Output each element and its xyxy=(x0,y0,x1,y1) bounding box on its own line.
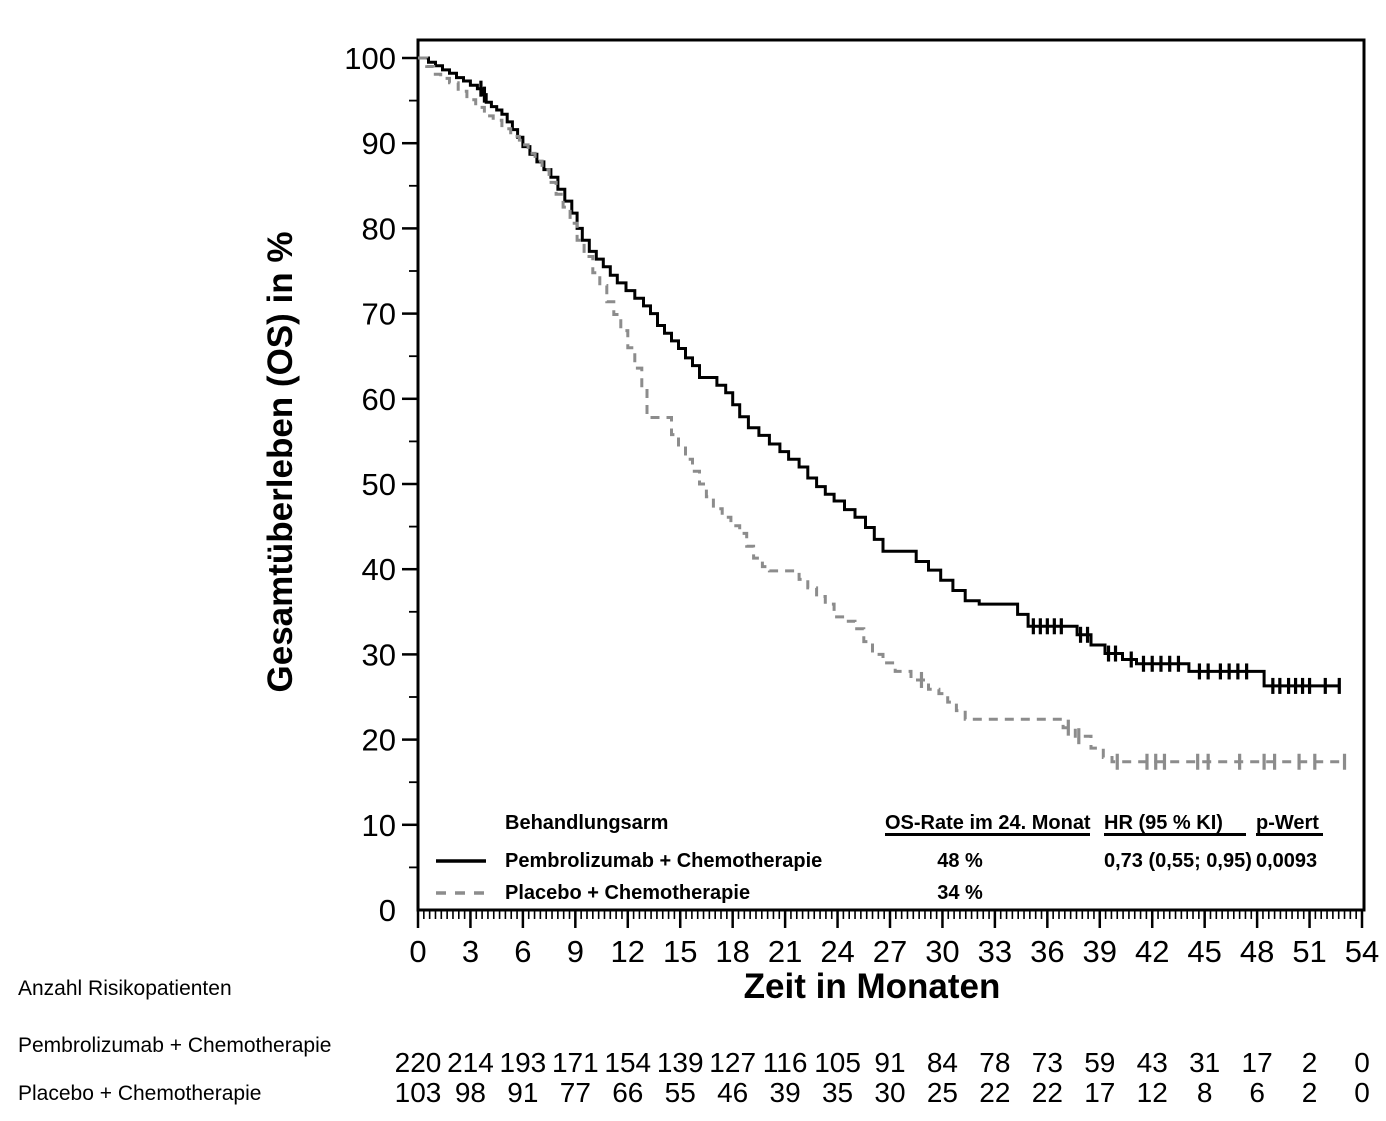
risk-count-pembrolizumab: 193 xyxy=(500,1047,547,1078)
y-tick-label: 60 xyxy=(362,382,396,417)
risk-count-pembrolizumab: 116 xyxy=(763,1047,808,1078)
y-tick-label: 80 xyxy=(362,211,396,246)
x-tick-label: 12 xyxy=(611,934,645,969)
risk-count-placebo: 91 xyxy=(507,1077,538,1108)
risk-count-pembrolizumab: 31 xyxy=(1189,1047,1220,1078)
risk-row-pembrolizumab-label: Pembrolizumab + Chemotherapie xyxy=(18,1034,332,1057)
x-tick-label: 0 xyxy=(409,934,426,969)
x-tick-label: 42 xyxy=(1135,934,1169,969)
risk-count-placebo: 17 xyxy=(1084,1077,1115,1108)
risk-row-placebo-label: Placebo + Chemotherapie xyxy=(18,1082,262,1105)
y-tick-label: 20 xyxy=(362,723,396,758)
risk-count-placebo: 98 xyxy=(455,1077,486,1108)
x-tick-label: 30 xyxy=(925,934,959,969)
risk-count-pembrolizumab: 139 xyxy=(657,1047,704,1078)
risk-count-placebo: 22 xyxy=(1032,1077,1063,1108)
risk-table-title: Anzahl Risikopatienten xyxy=(18,977,232,1000)
risk-count-pembrolizumab: 91 xyxy=(874,1047,905,1078)
km-curve-placebo xyxy=(418,56,1345,764)
y-tick-label: 100 xyxy=(344,41,396,76)
x-tick-label: 54 xyxy=(1345,934,1379,969)
legend-row-pembrolizumab-hr: 0,73 (0,55; 0,95) xyxy=(1104,850,1252,872)
legend-header-os-rate: OS-Rate im 24. Monat xyxy=(885,812,1091,836)
x-tick-label: 27 xyxy=(873,934,907,969)
risk-count-pembrolizumab: 127 xyxy=(709,1047,756,1078)
risk-count-pembrolizumab: 0 xyxy=(1354,1047,1370,1078)
x-tick-label: 51 xyxy=(1292,934,1326,969)
x-tick-label: 48 xyxy=(1240,934,1274,969)
y-tick-label: 0 xyxy=(379,893,396,928)
x-tick-label: 45 xyxy=(1187,934,1221,969)
risk-count-placebo: 66 xyxy=(612,1077,643,1108)
legend-header-hr: HR (95 % KI) xyxy=(1104,812,1246,836)
risk-count-placebo: 8 xyxy=(1197,1077,1213,1108)
risk-count-placebo: 46 xyxy=(717,1077,748,1108)
risk-count-pembrolizumab: 2 xyxy=(1302,1047,1318,1078)
y-axis-title: Gesamtüberleben (OS) in % xyxy=(261,231,300,693)
y-tick-label: 90 xyxy=(362,126,396,161)
x-tick-label: 36 xyxy=(1030,934,1064,969)
x-tick-label: 9 xyxy=(567,934,584,969)
x-tick-label: 21 xyxy=(768,934,802,969)
x-tick-label: 18 xyxy=(715,934,749,969)
x-tick-label: 39 xyxy=(1083,934,1117,969)
legend-header-arm: Behandlungsarm xyxy=(505,812,669,834)
y-tick-label: 40 xyxy=(362,552,396,587)
risk-count-placebo: 77 xyxy=(560,1077,591,1108)
risk-count-placebo: 12 xyxy=(1137,1077,1168,1108)
risk-count-placebo: 22 xyxy=(979,1077,1010,1108)
risk-count-pembrolizumab: 154 xyxy=(604,1047,651,1078)
risk-count-pembrolizumab: 73 xyxy=(1032,1047,1063,1078)
y-tick-label: 10 xyxy=(362,808,396,843)
legend-row-placebo-os-rate: 34 % xyxy=(937,882,983,904)
risk-count-pembrolizumab: 78 xyxy=(979,1047,1010,1078)
legend-row-placebo-label: Placebo + Chemotherapie xyxy=(505,882,751,904)
y-tick-label: 70 xyxy=(362,297,396,332)
risk-count-pembrolizumab: 171 xyxy=(552,1047,599,1078)
risk-count-placebo: 0 xyxy=(1354,1077,1370,1108)
risk-count-placebo: 103 xyxy=(395,1077,442,1108)
legend-row-pembrolizumab-p-value: 0,0093 xyxy=(1256,850,1318,872)
risk-count-placebo: 35 xyxy=(822,1077,853,1108)
x-tick-label: 6 xyxy=(514,934,531,969)
x-tick-label: 33 xyxy=(978,934,1012,969)
risk-count-placebo: 39 xyxy=(770,1077,801,1108)
y-tick-label: 50 xyxy=(362,467,396,502)
risk-count-placebo: 55 xyxy=(665,1077,696,1108)
legend-header-p-value: p-Wert xyxy=(1256,812,1323,836)
plot-frame xyxy=(416,38,1366,912)
y-tick-label: 30 xyxy=(362,637,396,672)
risk-count-pembrolizumab: 59 xyxy=(1084,1047,1115,1078)
x-axis-title: Zeit in Monaten xyxy=(743,967,1001,1006)
x-tick-label: 3 xyxy=(462,934,479,969)
risk-count-placebo: 30 xyxy=(874,1077,905,1108)
risk-count-pembrolizumab: 105 xyxy=(814,1047,861,1078)
legend-row-pembrolizumab-label: Pembrolizumab + Chemotherapie xyxy=(505,850,823,872)
x-tick-label: 15 xyxy=(663,934,697,969)
risk-count-pembrolizumab: 43 xyxy=(1137,1047,1168,1078)
x-tick-label: 24 xyxy=(820,934,854,969)
risk-count-placebo: 25 xyxy=(927,1077,958,1108)
risk-count-pembrolizumab: 220 xyxy=(395,1047,442,1078)
risk-count-placebo: 2 xyxy=(1302,1077,1318,1108)
legend-row-pembrolizumab-os-rate: 48 % xyxy=(937,850,983,872)
risk-count-pembrolizumab: 84 xyxy=(927,1047,958,1078)
risk-count-placebo: 6 xyxy=(1249,1077,1265,1108)
risk-count-pembrolizumab: 214 xyxy=(447,1047,494,1078)
km-curve-pembrolizumab xyxy=(418,56,1340,688)
risk-count-pembrolizumab: 17 xyxy=(1242,1047,1273,1078)
